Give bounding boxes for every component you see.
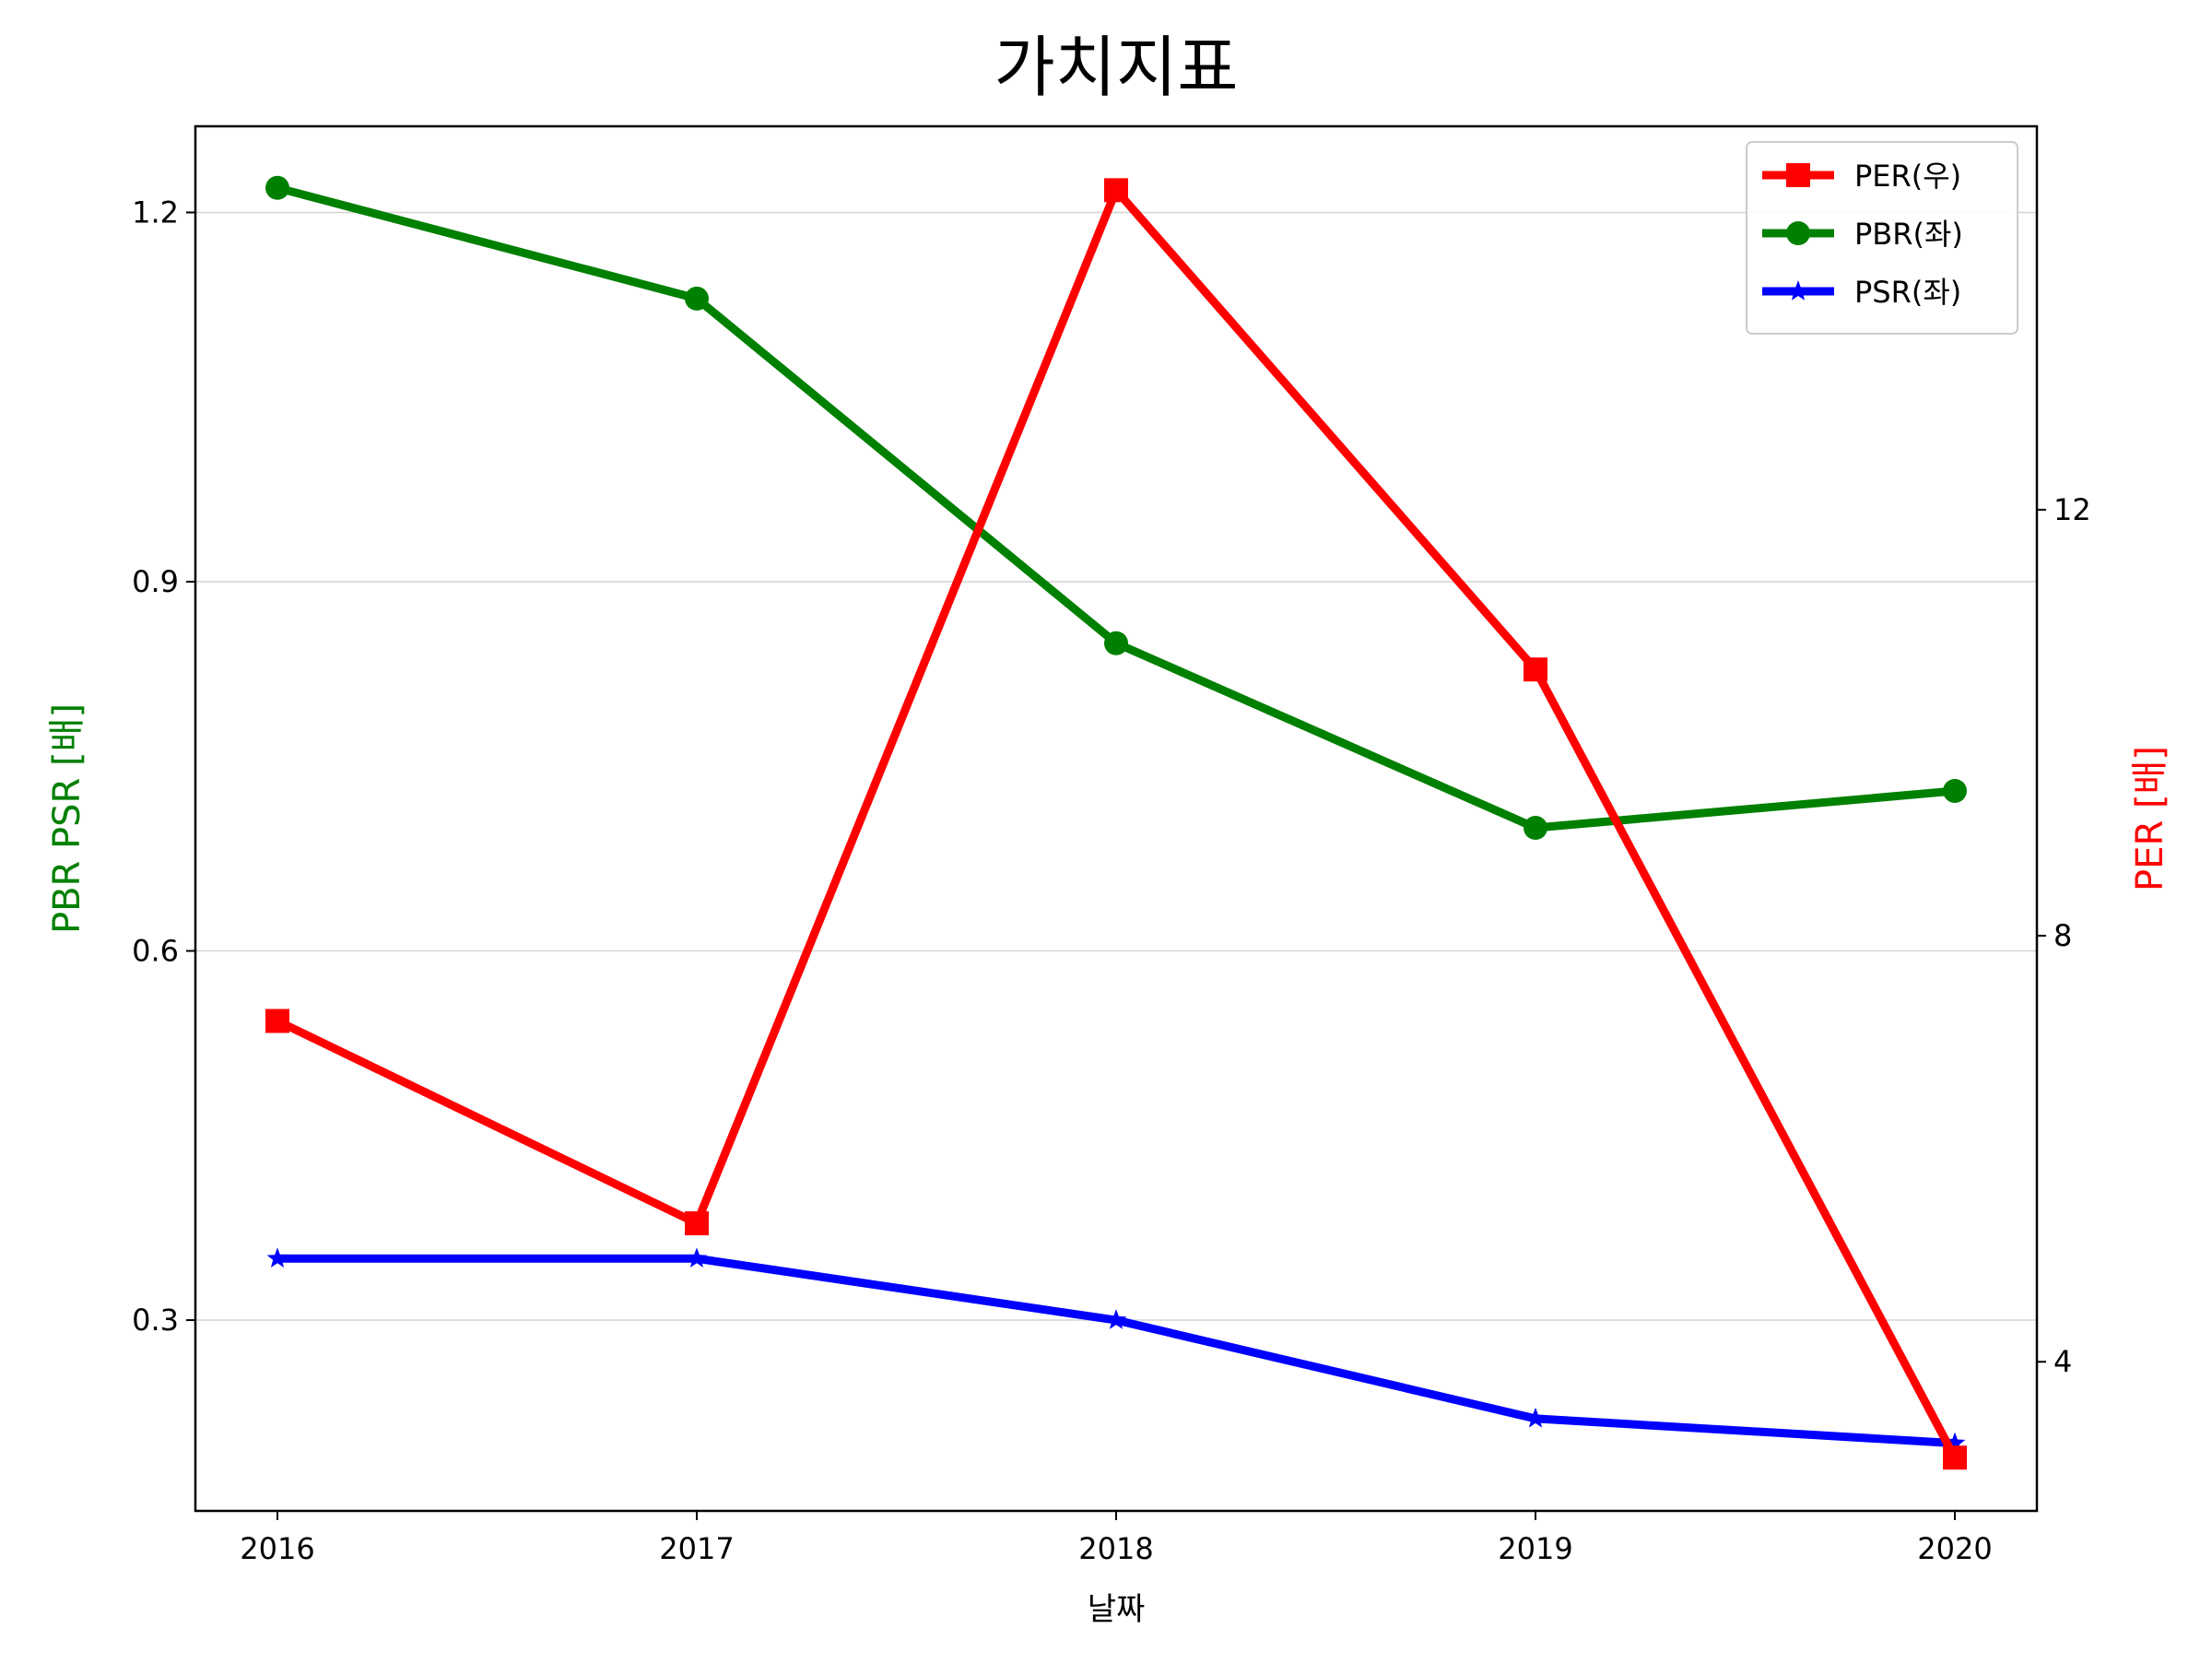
grid-lines — [195, 211, 2037, 1321]
left-y-axis-label: PBR PSR [배] — [46, 703, 88, 934]
pbr-point — [1524, 816, 1547, 841]
psr-point — [1105, 1309, 1127, 1329]
pbr-point — [1943, 778, 1967, 803]
chart-title: 가치지표 — [994, 29, 1239, 106]
left-y-tick-label: 1.2 — [132, 195, 179, 230]
legend-pbr-label: PBR(좌) — [1854, 217, 1963, 252]
legend-pbr-marker — [1786, 221, 1810, 245]
x-tick-label: 2016 — [240, 1531, 314, 1566]
pbr-point — [265, 175, 289, 200]
x-tick-label: 2019 — [1498, 1531, 1572, 1566]
per-line — [276, 185, 1959, 1460]
left-y-tick-label: 0.9 — [132, 564, 179, 599]
per-point — [1943, 1445, 1967, 1470]
left-y-tick-label: 0.3 — [132, 1303, 179, 1338]
legend-box — [1746, 141, 2018, 335]
per-point — [1524, 657, 1547, 682]
psr-line — [277, 1254, 1956, 1448]
legend-per-marker — [1786, 163, 1810, 187]
per-point — [685, 1211, 709, 1236]
psr-point — [1524, 1407, 1547, 1428]
right-y-tick-label: 8 — [2053, 918, 2072, 953]
pbr-point — [1104, 631, 1128, 655]
right-y-tick-label: 12 — [2053, 492, 2091, 527]
legend-per-label: PER(우) — [1854, 159, 1961, 194]
series-lines — [265, 175, 1967, 1470]
x-axis-label: 날짜 — [1088, 1591, 1146, 1628]
x-tick-label: 2017 — [659, 1531, 734, 1566]
per-point — [1104, 178, 1128, 203]
right-y-tick-label: 4 — [2053, 1344, 2072, 1379]
pbr-point — [685, 286, 709, 311]
per-point — [265, 1008, 289, 1033]
legend: PER(우) PBR(좌) PSR(좌) — [1746, 141, 2018, 335]
pbr-line — [276, 183, 1956, 832]
left-y-tick-label: 0.6 — [132, 934, 179, 969]
psr-point — [1944, 1432, 1966, 1453]
x-tick-label: 2020 — [1917, 1531, 1992, 1566]
legend-psr-marker — [1787, 280, 1809, 301]
psr-point — [266, 1247, 288, 1268]
right-y-axis-label: PER [배] — [2129, 746, 2171, 891]
psr-point — [686, 1247, 708, 1268]
legend-items: PER(우) PBR(좌) PSR(좌) — [1762, 159, 1963, 310]
x-tick-label: 2018 — [1078, 1531, 1153, 1566]
axes: 0.3 0.6 0.9 1.2 4 8 12 2016 2017 2018 2019 2020 — [132, 195, 2091, 1566]
legend-psr-label: PSR(좌) — [1854, 275, 1961, 310]
